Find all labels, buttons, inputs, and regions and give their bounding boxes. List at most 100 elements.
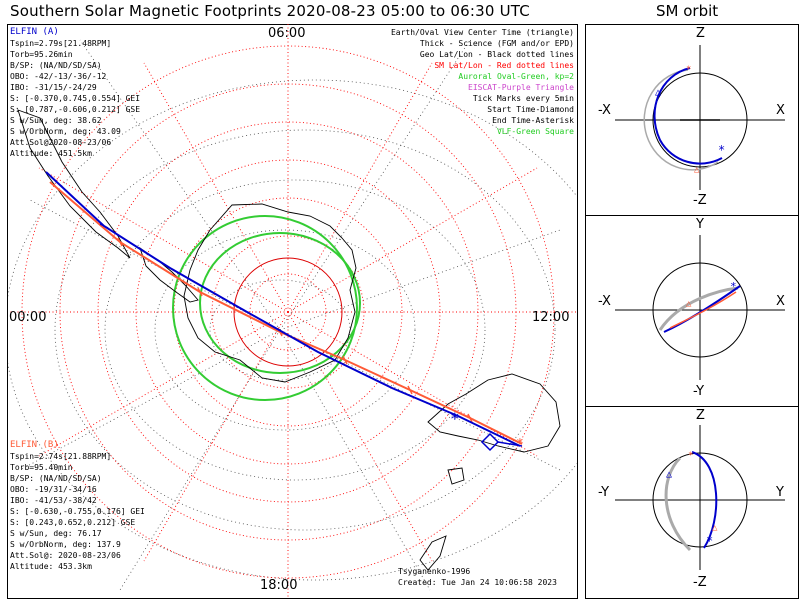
elfin-a-name: ELFIN (A) xyxy=(10,27,59,37)
svg-text:*: * xyxy=(718,143,725,157)
sm3-track-gray xyxy=(664,456,692,552)
time-label-bottom: 18:00 xyxy=(260,578,298,593)
elfin-a-line: IBO: -31/15/-24/29 xyxy=(10,83,97,92)
elfin-b-line: IBO: -41/53/-38/42 xyxy=(10,496,97,505)
svg-text:△: △ xyxy=(712,523,718,533)
sm3-axis-left: -Y xyxy=(598,485,610,500)
sm2-axis-right: X xyxy=(776,294,785,309)
legend-entry: End Time-Asterisk xyxy=(492,116,574,125)
time-label-top: 06:00 xyxy=(268,26,306,41)
sm1-axis-bottom: -Z xyxy=(693,193,707,208)
legend-entry: Auroral Oval-Green, kp=2 xyxy=(458,72,574,81)
legend-entry: Start Time-Diamond xyxy=(487,105,574,114)
elfin-b-name: ELFIN (B) xyxy=(10,440,59,450)
sm3-axis-top: Z xyxy=(696,408,705,423)
coastlines xyxy=(17,109,561,571)
elfin-b-line: S w/OrbNorm, deg: 137.9 xyxy=(10,540,121,549)
elfin-a-ticks xyxy=(99,223,397,391)
svg-text:*: * xyxy=(706,534,713,548)
time-label-right: 12:00 xyxy=(532,310,570,325)
sm1-axis-right: X xyxy=(776,103,785,118)
elfin-a-line: Tspin=2.79s[21.48RPM] xyxy=(10,39,112,48)
sm-grid xyxy=(8,24,578,598)
sm2-track-gray xyxy=(658,286,739,331)
sm-inner-circle xyxy=(233,257,343,367)
elfin-b-line: Torb=95.40min xyxy=(10,463,73,472)
sm3-axis-right: Y xyxy=(776,485,784,500)
legend-entry: Geo Lat/Lon - Black dotted lines xyxy=(419,50,574,59)
auroral-oval-inner xyxy=(199,232,361,374)
australia-coast xyxy=(427,373,561,453)
sm2-track-red xyxy=(669,291,737,329)
svg-text:△: △ xyxy=(686,299,692,309)
elfin-b-track xyxy=(49,181,523,445)
elfin-a-line: S w/OrbNorm, deg: 43.09 xyxy=(10,127,121,136)
elfin-b-line: B/SP: (NA/ND/SD/SA) xyxy=(10,474,102,483)
elfin-b-ticks xyxy=(117,237,473,423)
elfin-a-line: S: [0.787,-0.606,0.212] GSE xyxy=(10,105,141,114)
sm2-axis-bottom: -Y xyxy=(693,384,705,399)
sm1-axis-top: Z xyxy=(696,26,705,41)
legend-entry: Earth/Oval View Center Time (triangle) xyxy=(390,28,574,37)
credit-model: Tsyganenko-1996 xyxy=(398,567,471,576)
sm2-track-blue xyxy=(663,285,741,333)
sm-panel-3: * △ △ * xyxy=(615,425,785,570)
legend-entry: Tick Marks every 5min xyxy=(472,94,574,103)
legend-entry: VLF-Green Square xyxy=(496,127,574,136)
elfin-a-line: S w/Sun, deg: 38.62 xyxy=(10,116,102,125)
elfin-a-start-diamond xyxy=(480,432,500,452)
legend-entry: SM Lat/Lon - Red dotted lines xyxy=(434,61,574,70)
sm2-axis-left: -X xyxy=(598,294,611,309)
legend-entry: EISCAT-Purple Triangle xyxy=(468,83,574,92)
credit-created: Created: Tue Jan 24 10:06:58 2023 xyxy=(398,578,557,587)
elfin-b-line: S w/Sun, deg: 76.17 xyxy=(10,529,102,538)
sm-panel-1: △ * * △ xyxy=(615,45,785,190)
elfin-a-line: Altitude: 451.5km xyxy=(10,149,92,158)
elfin-a-info: ELFIN (A) Tspin=2.79s[21.48RPM] Torb=95.… xyxy=(10,27,140,159)
map-frame xyxy=(7,24,578,599)
time-label-left: 00:00 xyxy=(9,310,47,325)
sm1-track-blue xyxy=(653,67,723,165)
sm1-track-gray xyxy=(643,69,719,171)
credits: Tsyganenko-1996 Created: Tue Jan 24 10:0… xyxy=(398,566,557,588)
sm1-axis-left: -X xyxy=(598,103,611,118)
elfin-a-track xyxy=(45,171,521,447)
sm2-axis-top: Y xyxy=(696,217,704,232)
elfin-b-line: OBO: -19/31/-34/16 xyxy=(10,485,97,494)
elfin-a-end-asterisk: * xyxy=(450,409,460,428)
auroral-oval-outer xyxy=(172,215,358,401)
sm3-track-blue xyxy=(691,451,718,549)
legend: Earth/Oval View Center Time (triangle) T… xyxy=(391,27,574,137)
antarctic-peninsula-coast xyxy=(139,246,199,303)
elfin-a-start-tail xyxy=(497,441,523,447)
elfin-a-line: S: [-0.370,0.745,0.554] GEI xyxy=(10,94,141,103)
svg-text:*: * xyxy=(686,65,691,75)
elfin-b-line: S: [0.243,0.652,0.212] GSE xyxy=(10,518,136,527)
elfin-b-line: Tspin=2.74s[21.88RPM] xyxy=(10,452,112,461)
elfin-b-line: Altitude: 453.3km xyxy=(10,562,92,571)
sm-frame xyxy=(585,24,799,599)
sm-panel-2: △ * xyxy=(615,235,785,380)
antarctica-coast xyxy=(183,203,357,383)
legend-entry: Thick - Science (FGM and/or EPD) xyxy=(419,39,574,48)
elfin-b-info: ELFIN (B) Tspin=2.74s[21.88RPM] Torb=95.… xyxy=(10,440,145,572)
elfin-a-line: Att.Sol@2020-08-23/06 xyxy=(10,138,112,147)
svg-text:△: △ xyxy=(666,469,672,480)
elfin-b-end-asterisk: * xyxy=(516,437,524,452)
elfin-a-line: OBO: -42/-13/-36/-12 xyxy=(10,72,107,81)
tasmania-coast xyxy=(447,467,465,485)
svg-text:*: * xyxy=(730,280,737,293)
new-zealand-coast xyxy=(419,535,447,571)
page-title: Southern Solar Magnetic Footprints 2020-… xyxy=(10,2,530,20)
elfin-a-line: Torb=95.26min xyxy=(10,50,73,59)
svg-text:△: △ xyxy=(655,87,661,98)
elfin-a-line: B/SP: (NA/ND/SD/SA) xyxy=(10,61,102,70)
sm-orbit-title: SM orbit xyxy=(656,2,719,20)
elfin-b-line: Att.Sol@: 2020-08-23/06 xyxy=(10,551,121,560)
south-america-coast xyxy=(17,109,131,259)
elfin-b-line: S: [-0.630,-0.755,0.176] GEI xyxy=(10,507,145,516)
svg-text:△: △ xyxy=(694,165,700,175)
sm3-axis-bottom: -Z xyxy=(693,575,707,590)
svg-text:*: * xyxy=(688,451,693,461)
